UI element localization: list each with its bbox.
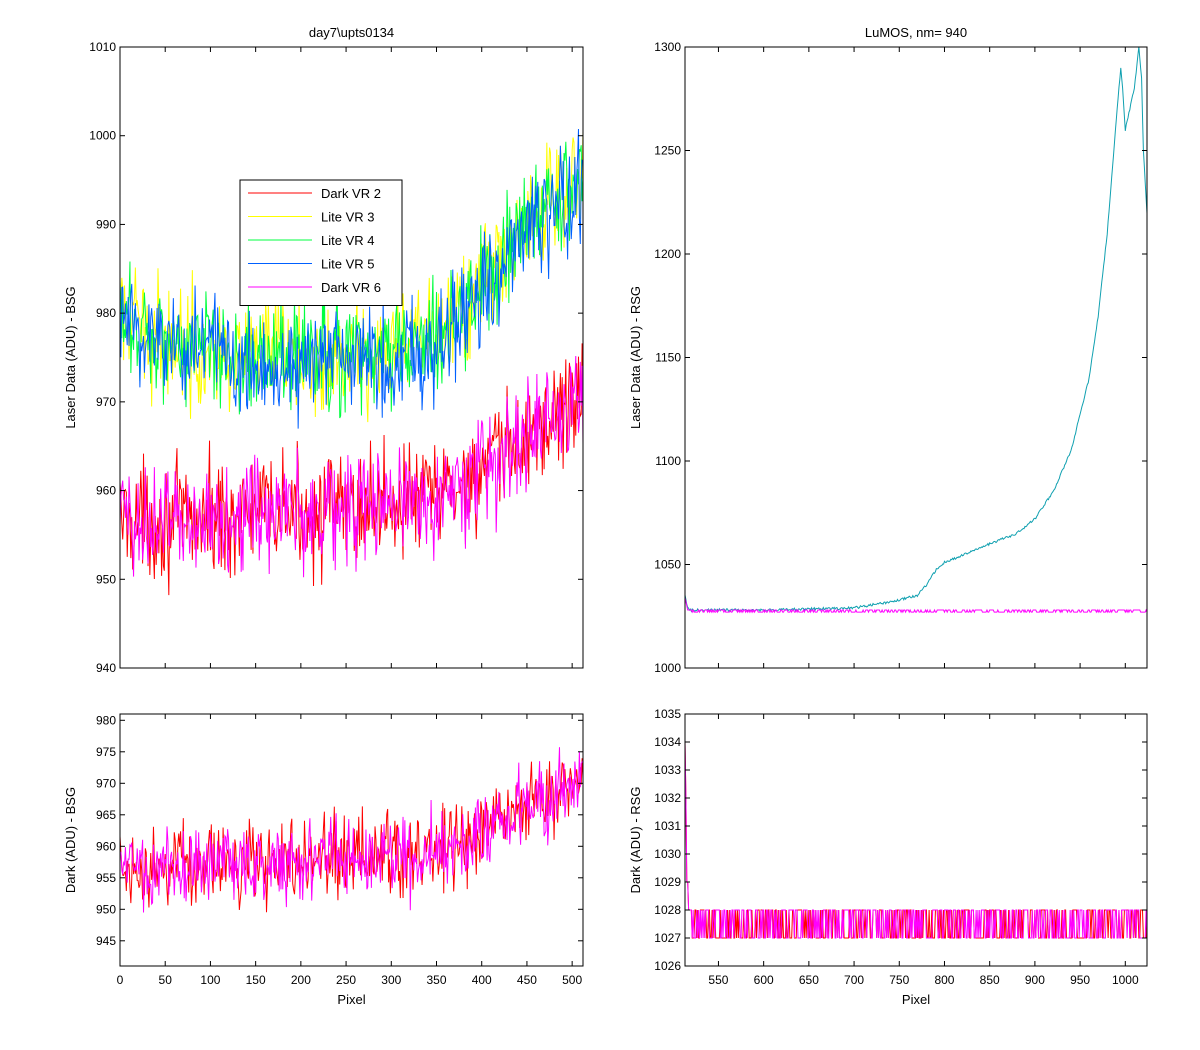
x-axis-label: Pixel [337, 992, 365, 1007]
y-tick-label: 965 [96, 808, 116, 822]
x-tick-label: 450 [517, 973, 537, 987]
chart-panel-top-left: 940 950 960 970 980 990 1000 1010 day7\upts0134 L… [63, 25, 584, 675]
y-tick-label: 1031 [654, 819, 681, 833]
y-tick-label: 1026 [654, 959, 681, 973]
y-tick-label: 1150 [655, 351, 681, 365]
y-tick-label: 1000 [654, 661, 681, 675]
y-tick-label: 1100 [655, 454, 681, 468]
plot-area [120, 714, 583, 966]
chart-panel-top-right: 1000 1050 1100 1150 1200 1250 1300 LuMOS, nm= 9… [628, 25, 1148, 675]
series-group [685, 47, 1147, 614]
y-tick-label: 1300 [654, 40, 681, 54]
x-tick-label: 1000 [1112, 973, 1139, 987]
y-axis-label: Dark (ADU) - RSG [628, 787, 643, 894]
y-tick-label: 955 [96, 871, 116, 885]
x-tick-label: 300 [381, 973, 401, 987]
y-tick-label: 945 [96, 934, 116, 948]
x-tick-label: 700 [844, 973, 864, 987]
x-axis-label: Pixel [902, 992, 930, 1007]
y-tick-label: 1250 [654, 144, 681, 158]
y-tick-label: 1033 [654, 763, 681, 777]
legend-label: Lite VR 5 [321, 257, 374, 272]
series-line-dark-vr-6 [120, 747, 583, 913]
y-tick-label: 1050 [654, 558, 681, 572]
axes-frame [684, 713, 1148, 967]
chart-panel-bottom-right: 1026 1027 1028 1029 1030 1031 1032 1033 1034 1035… [628, 707, 1148, 1007]
y-tick-label: 990 [96, 217, 116, 231]
y-tick-label: 1027 [654, 931, 681, 945]
y-axis-label: Dark (ADU) - BSG [63, 787, 78, 893]
series-line-dark [685, 597, 1147, 614]
x-tick-label: 650 [799, 973, 819, 987]
y-tick-label: 1028 [654, 903, 681, 917]
x-tick-label: 750 [889, 973, 909, 987]
legend-label: Dark VR 6 [321, 280, 381, 295]
y-tick-label: 970 [96, 776, 116, 790]
y-tick-label: 980 [96, 713, 116, 727]
y-tick-label: 1030 [654, 847, 681, 861]
x-tick-label: 850 [980, 973, 1000, 987]
series-line-lite-vr-4 [120, 141, 583, 419]
x-tick-label: 350 [426, 973, 446, 987]
chart-panel-bottom-left: 945 950 955 960 965 970 975 980 0 50 100 150 200 250 3… [63, 713, 584, 1007]
legend-label: Dark VR 2 [321, 186, 381, 201]
y-tick-label: 975 [96, 745, 116, 759]
chart-title: LuMOS, nm= 940 [865, 25, 967, 40]
legend-label: Lite VR 4 [321, 233, 374, 248]
series-group [120, 129, 583, 596]
series-line-dark-vr-6 [685, 741, 1147, 939]
x-tick-label: 50 [159, 973, 173, 987]
legend: Dark VR 2 Lite VR 3 Lite VR 4 Lite VR 5 Dark… [239, 179, 403, 306]
series-line-lite [685, 47, 1147, 613]
y-tick-label: 960 [96, 484, 116, 498]
series-line-dark-vr-6 [120, 356, 583, 578]
y-tick-label: 970 [96, 395, 116, 409]
series-group [685, 741, 1147, 939]
series-line-dark-vr-2 [120, 758, 583, 913]
x-tick-label: 800 [934, 973, 954, 987]
legend-box [239, 179, 403, 306]
plot-area [685, 47, 1147, 668]
y-tick-label: 1032 [654, 791, 681, 805]
x-tick-label: 900 [1025, 973, 1045, 987]
y-tick-label: 1200 [654, 247, 681, 261]
y-axis-label: Laser Data (ADU) - BSG [63, 286, 78, 428]
x-tick-label: 250 [336, 973, 356, 987]
y-tick-label: 980 [96, 306, 116, 320]
y-tick-label: 940 [96, 661, 116, 675]
y-tick-label: 1029 [654, 875, 681, 889]
y-tick-label: 1034 [654, 735, 681, 749]
series-line-lite-vr-5 [120, 129, 583, 429]
axes-frame [119, 46, 584, 669]
x-tick-label: 500 [562, 973, 582, 987]
x-tick-label: 150 [246, 973, 266, 987]
axes-frame [119, 713, 584, 967]
y-tick-label: 1035 [654, 707, 681, 721]
y-axis-label: Laser Data (ADU) - RSG [628, 286, 643, 429]
x-tick-label: 200 [291, 973, 311, 987]
series-group [120, 747, 583, 913]
y-tick-label: 1010 [89, 40, 116, 54]
chart-title: day7\upts0134 [309, 25, 394, 40]
y-tick-label: 950 [96, 902, 116, 916]
x-tick-label: 400 [472, 973, 492, 987]
y-tick-label: 960 [96, 839, 116, 853]
y-tick-label: 1000 [89, 129, 116, 143]
x-tick-label: 550 [708, 973, 728, 987]
y-tick-label: 950 [96, 572, 116, 586]
x-tick-label: 950 [1070, 973, 1090, 987]
x-tick-label: 100 [200, 973, 220, 987]
x-tick-label: 0 [117, 973, 124, 987]
x-tick-label: 600 [754, 973, 774, 987]
legend-label: Lite VR 3 [321, 210, 374, 225]
